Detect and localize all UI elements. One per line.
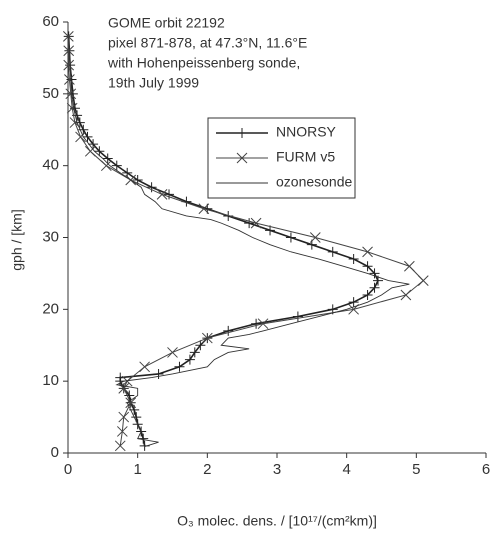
- marker: [195, 340, 206, 351]
- marker: [94, 146, 105, 157]
- x-tick-label: 3: [273, 461, 281, 478]
- marker: [63, 59, 75, 71]
- marker: [257, 318, 269, 330]
- legend-marker: [237, 128, 247, 138]
- marker: [64, 74, 75, 85]
- marker: [114, 440, 126, 452]
- marker: [62, 31, 74, 42]
- y-tick-label: 50: [42, 85, 59, 102]
- x-tick-label: 1: [133, 461, 141, 478]
- marker: [348, 254, 359, 265]
- marker: [362, 261, 373, 272]
- marker: [369, 282, 380, 293]
- marker: [118, 411, 130, 423]
- x-tick-label: 2: [203, 461, 211, 478]
- y-tick-label: 20: [42, 300, 59, 317]
- marker: [153, 368, 164, 379]
- marker: [362, 289, 373, 300]
- legend-label: FURM v5: [276, 149, 335, 165]
- marker: [292, 311, 303, 322]
- marker: [369, 268, 380, 279]
- x-tick-label: 5: [412, 461, 420, 478]
- marker: [285, 232, 296, 243]
- marker: [66, 102, 78, 114]
- marker: [100, 160, 112, 172]
- marker: [75, 131, 86, 143]
- marker: [139, 361, 150, 373]
- y-tick-label: 30: [42, 228, 59, 245]
- marker: [156, 189, 168, 200]
- y-tick-label: 0: [51, 444, 59, 461]
- marker: [74, 117, 85, 128]
- marker: [223, 325, 234, 336]
- series-line: [67, 36, 379, 446]
- marker: [417, 275, 429, 286]
- marker: [146, 182, 157, 193]
- marker: [189, 347, 200, 358]
- marker: [84, 145, 96, 157]
- marker: [309, 232, 321, 243]
- marker: [63, 45, 75, 57]
- marker: [65, 88, 77, 100]
- x-tick-label: 0: [64, 461, 72, 478]
- marker: [164, 189, 175, 200]
- marker: [404, 260, 415, 272]
- marker: [250, 217, 262, 229]
- y-tick-label: 10: [42, 372, 59, 389]
- marker: [125, 397, 137, 409]
- marker: [67, 88, 78, 99]
- legend-label: ozonesonde: [276, 174, 353, 190]
- marker: [167, 347, 178, 358]
- legend-marker: [236, 152, 248, 164]
- y-tick-label: 60: [42, 13, 59, 30]
- marker: [66, 74, 77, 85]
- x-tick-label: 6: [482, 461, 490, 478]
- marker: [184, 354, 195, 365]
- marker: [198, 203, 210, 215]
- series-line: [68, 36, 410, 447]
- marker: [174, 361, 185, 372]
- marker: [82, 131, 93, 142]
- annotation: GOME orbit 22192: [108, 15, 225, 31]
- annotation: pixel 871-878, at 47.3°N, 11.6°E: [108, 35, 307, 51]
- marker: [251, 318, 262, 329]
- y-axis-label: gph / [km]: [9, 209, 25, 270]
- marker: [244, 218, 255, 229]
- marker: [102, 153, 113, 164]
- marker: [400, 289, 412, 301]
- marker: [327, 246, 338, 257]
- annotation: 19th July 1999: [108, 75, 199, 91]
- marker: [362, 246, 373, 258]
- marker: [116, 426, 128, 437]
- marker: [88, 139, 99, 150]
- x-tick-label: 4: [342, 461, 350, 478]
- annotation: with Hohenpeissenberg sonde,: [107, 55, 300, 71]
- y-tick-label: 40: [42, 157, 59, 174]
- legend-label: NNORSY: [276, 124, 337, 140]
- marker: [111, 160, 122, 171]
- marker: [348, 297, 359, 308]
- marker: [201, 332, 213, 344]
- x-axis-label: O₃ molec. dens. / [10¹⁷/(cm²km)]: [177, 513, 377, 529]
